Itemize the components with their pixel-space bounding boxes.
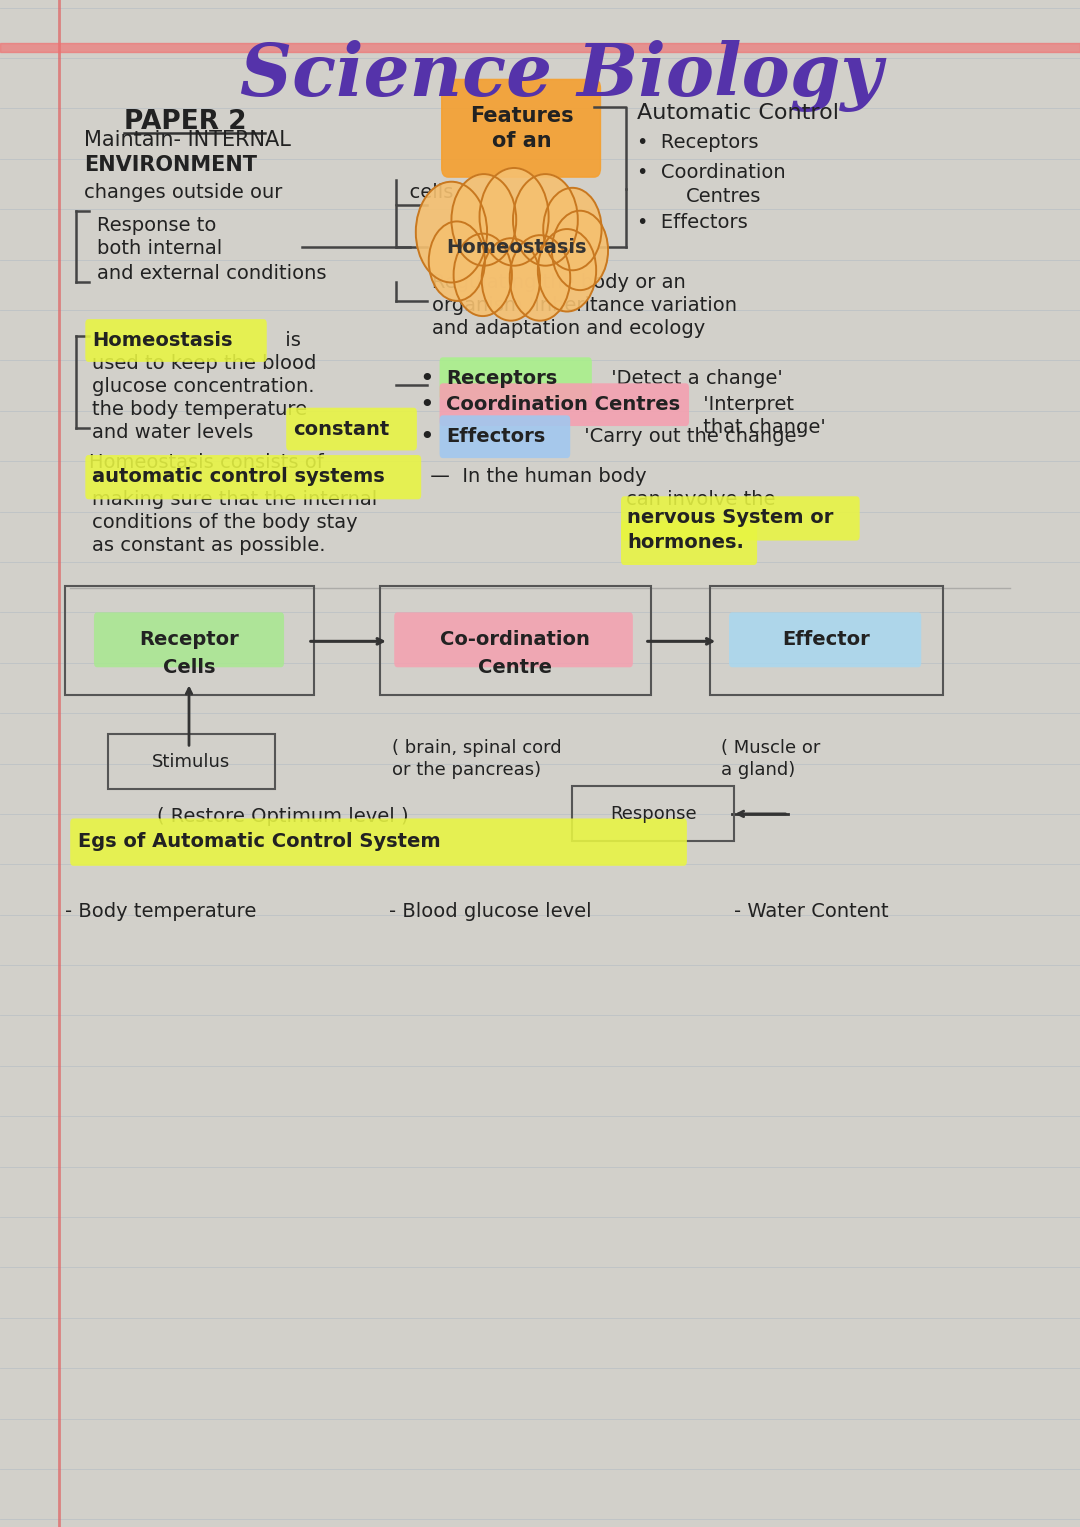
Text: can involve the: can involve the [626,490,775,508]
Text: a gland): a gland) [721,760,796,779]
Text: Response: Response [610,805,697,823]
FancyBboxPatch shape [85,455,421,499]
Text: Receptor: Receptor [139,631,239,649]
Text: ENVIRONMENT: ENVIRONMENT [84,154,257,176]
Text: ( Muscle or: ( Muscle or [721,739,821,757]
Text: •: • [419,392,434,417]
Text: PAPER 2: PAPER 2 [124,108,246,136]
Text: 'Carry out the change': 'Carry out the change' [578,428,801,446]
FancyBboxPatch shape [286,408,417,450]
Text: both internal: both internal [97,240,222,258]
Text: Effectors: Effectors [446,428,545,446]
Text: and external conditions: and external conditions [97,264,326,282]
Text: Homeostasis: Homeostasis [92,331,232,350]
Text: glucose concentration.: glucose concentration. [92,377,314,395]
FancyBboxPatch shape [94,612,284,667]
FancyBboxPatch shape [394,612,633,667]
Text: Egs of Automatic Control System: Egs of Automatic Control System [78,832,441,851]
Text: used to keep the blood: used to keep the blood [92,354,316,373]
Text: Centres: Centres [686,188,761,206]
Circle shape [513,174,578,266]
Circle shape [543,188,602,270]
FancyBboxPatch shape [621,496,860,541]
Text: •: • [419,425,434,449]
Text: nervous System or: nervous System or [627,508,834,527]
FancyBboxPatch shape [440,357,592,400]
Text: •  Receptors: • Receptors [637,133,758,151]
Bar [0,43,1080,52]
Text: Maintain- INTERNAL: Maintain- INTERNAL [84,130,292,151]
Circle shape [482,238,540,321]
Text: Cells: Cells [163,658,215,676]
Circle shape [416,182,487,282]
Text: cells: cells [397,183,454,202]
Text: •  Coordination: • Coordination [637,163,786,182]
Circle shape [538,229,596,312]
Text: ( Restore Optimum level ): ( Restore Optimum level ) [157,808,408,826]
Text: Co-ordination: Co-ordination [441,631,590,649]
Circle shape [429,221,485,301]
Text: the body temperature: the body temperature [92,400,307,418]
Text: - Water Content: - Water Content [734,902,889,921]
FancyBboxPatch shape [440,415,570,458]
Text: that change': that change' [697,418,825,437]
Text: Effector: Effector [782,631,870,649]
Text: •: • [419,366,434,391]
Text: and water levels: and water levels [92,423,253,441]
Circle shape [451,174,516,266]
Circle shape [454,234,512,316]
Text: is: is [279,331,300,350]
Text: ( brain, spinal cord: ( brain, spinal cord [392,739,562,757]
Text: constant: constant [293,420,389,438]
FancyBboxPatch shape [621,521,757,565]
Text: and adaptation and ecology: and adaptation and ecology [432,319,705,337]
Circle shape [552,211,608,290]
Text: 'Interpret: 'Interpret [697,395,794,414]
Text: automatic control systems: automatic control systems [92,467,384,486]
Text: making sure that the internal: making sure that the internal [92,490,377,508]
Text: Homeostasis consists of: Homeostasis consists of [89,454,323,472]
Text: Receptors: Receptors [446,370,557,388]
Text: Science Biology: Science Biology [241,40,882,113]
Text: - Body temperature: - Body temperature [65,902,256,921]
Circle shape [510,235,570,321]
Text: changes outside our: changes outside our [84,183,283,202]
FancyBboxPatch shape [440,383,689,426]
Text: Automatic Control: Automatic Control [637,102,839,124]
FancyBboxPatch shape [442,79,600,177]
Text: hormones.: hormones. [627,533,744,551]
Text: Stimulus: Stimulus [152,753,230,771]
Text: Homeostasis: Homeostasis [446,238,586,257]
Text: as constant as possible.: as constant as possible. [92,536,325,554]
Text: •  Effectors: • Effectors [637,214,748,232]
Text: 'Detect a change': 'Detect a change' [605,370,783,388]
FancyBboxPatch shape [729,612,921,667]
Circle shape [480,168,549,266]
Text: Features
of an: Features of an [470,105,573,151]
Text: Coordination Centres: Coordination Centres [446,395,680,414]
Text: —  In the human body: — In the human body [424,467,647,486]
Text: - Blood glucose level: - Blood glucose level [389,902,592,921]
Text: or the pancreas): or the pancreas) [392,760,541,779]
FancyBboxPatch shape [70,818,687,866]
Text: conditions of the body stay: conditions of the body stay [92,513,357,531]
Text: Regulating the body or an: Regulating the body or an [432,273,686,292]
Text: organism 'inheritance variation: organism 'inheritance variation [432,296,737,315]
Text: Centre: Centre [478,658,552,676]
FancyBboxPatch shape [85,319,267,362]
Text: Response to: Response to [97,217,217,235]
